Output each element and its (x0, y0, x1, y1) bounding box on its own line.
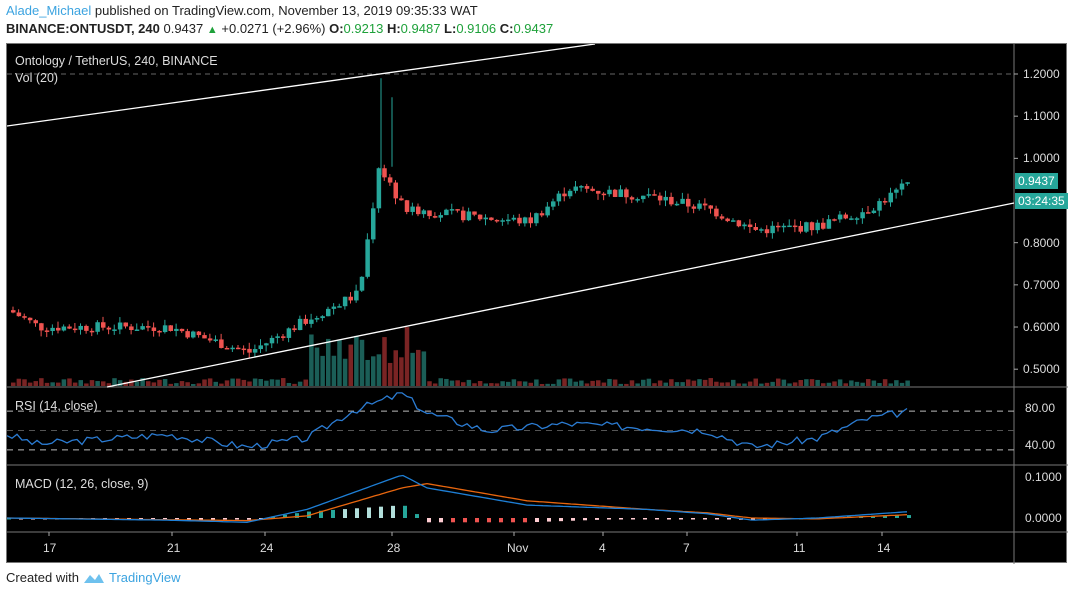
time-axis-label: 24 (260, 541, 274, 555)
time-axis-label: 4 (599, 541, 606, 555)
price-axis-label: 1.2000 (1023, 67, 1060, 81)
macd-axis-label: 0.0000 (1025, 511, 1062, 525)
macd-label: MACD (12, 26, close, 9) (15, 477, 149, 491)
published-text: published on TradingView.com, November 1… (91, 3, 478, 18)
high-label: H: (386, 21, 401, 36)
price-axis-label: 0.7000 (1023, 278, 1060, 292)
footer: Created with TradingView (6, 570, 181, 585)
created-with-text: Created with (6, 570, 79, 585)
open-label: O: (329, 21, 344, 36)
time-axis-label: 14 (877, 541, 891, 555)
price-axis-label: 0.5000 (1023, 362, 1060, 376)
time-axis-label: Nov (507, 541, 529, 555)
rsi-axis-label: 40.00 (1025, 438, 1056, 452)
countdown-tag: 03:24:35 (1015, 193, 1068, 209)
time-axis-label: 21 (167, 541, 181, 555)
price-axis-label: 1.1000 (1023, 109, 1060, 123)
publish-info: Alade_Michael published on TradingView.c… (6, 3, 478, 18)
tradingview-logo-icon (83, 573, 104, 583)
time-axis-label: 11 (793, 541, 806, 555)
high-value: 0.9487 (400, 21, 441, 36)
last-price: 0.9437 (163, 21, 204, 36)
close-value: 0.9437 (513, 21, 554, 36)
rsi-axis-label: 80.00 (1025, 401, 1056, 415)
symbol-summary: BINANCE:ONTUSDT, 240 0.9437 ▲ +0.0271 (+… (6, 21, 553, 36)
low-label: L: (444, 21, 457, 36)
author-link[interactable]: Alade_Michael (6, 3, 92, 18)
current-price-tag: 0.9437 (1015, 173, 1058, 189)
time-axis-label: 17 (43, 541, 57, 555)
symbol-interval: BINANCE:ONTUSDT, 240 (6, 21, 160, 36)
chart-title: Ontology / TetherUS, 240, BINANCE (15, 54, 218, 68)
time-axis-label: 7 (683, 541, 690, 555)
price-axis-label: 0.6000 (1023, 320, 1060, 334)
macd-axis-label: 0.1000 (1025, 470, 1062, 484)
low-value: 0.9106 (456, 21, 497, 36)
open-value: 0.9213 (343, 21, 384, 36)
up-triangle-icon: ▲ (206, 24, 218, 36)
price-axis-label: 1.0000 (1023, 151, 1060, 165)
price-axis-label: 0.8000 (1023, 236, 1060, 250)
tradingview-link[interactable]: TradingView (108, 570, 181, 585)
time-axis-label: 28 (387, 541, 401, 555)
chart-canvas[interactable] (7, 44, 1068, 564)
rsi-label: RSI (14, close) (15, 399, 98, 413)
chart-container[interactable]: Ontology / TetherUS, 240, BINANCE Vol (2… (6, 43, 1068, 564)
volume-label: Vol (20) (15, 71, 59, 85)
price-change: +0.0271 (+2.96%) (221, 21, 326, 36)
close-label: C: (499, 21, 514, 36)
